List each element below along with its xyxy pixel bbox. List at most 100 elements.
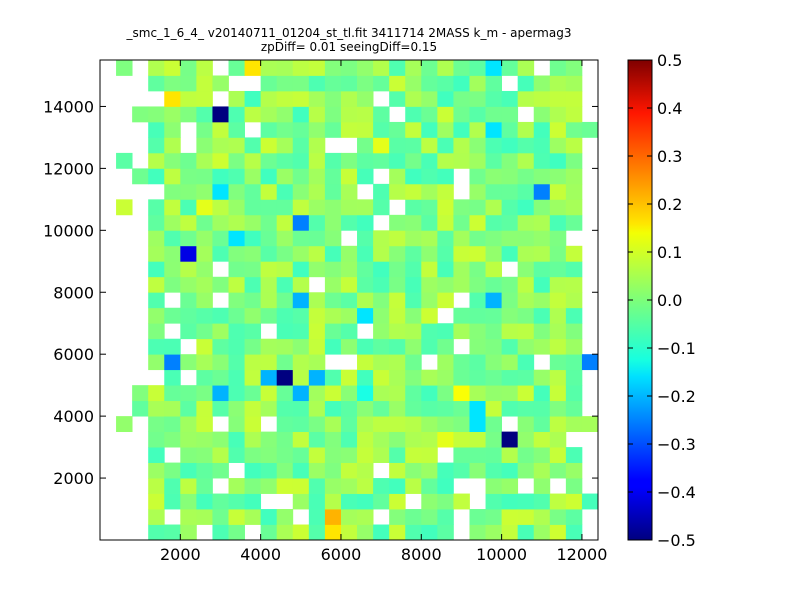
heatmap-cell — [533, 168, 551, 185]
heatmap-cell — [180, 183, 197, 200]
heatmap-cell — [533, 338, 551, 355]
heatmap-cell — [549, 493, 567, 510]
heatmap-cell — [324, 323, 342, 340]
heatmap-cell — [212, 276, 229, 293]
heatmap-cell — [196, 354, 213, 371]
heatmap-cell — [565, 354, 583, 371]
heatmap-cell — [469, 214, 486, 231]
heatmap-cell — [164, 431, 181, 448]
heatmap-cell — [324, 90, 342, 107]
heatmap-cell — [405, 323, 422, 340]
heatmap-cell — [340, 369, 358, 386]
colorbar-tick-label: 0.1 — [657, 243, 682, 262]
heatmap-cell — [244, 152, 262, 169]
heatmap-cell — [357, 447, 374, 463]
heatmap-cell — [469, 369, 486, 386]
heatmap-cell — [196, 60, 213, 76]
heatmap-cell — [421, 245, 438, 262]
heatmap-cell — [501, 307, 519, 324]
heatmap-cell — [244, 292, 262, 309]
heatmap-cell — [308, 183, 326, 200]
heatmap-cell — [405, 292, 422, 309]
heatmap-cell — [549, 509, 567, 525]
heatmap-cell — [469, 416, 486, 433]
heatmap-cell — [389, 307, 406, 324]
heatmap-cell — [517, 462, 535, 479]
heatmap-cell — [148, 261, 165, 278]
y-axis: 2000 4000 6000 8000 10000 12000 14000 — [43, 97, 598, 488]
heatmap-cell — [196, 245, 213, 262]
heatmap-cell — [340, 199, 358, 216]
heatmap-cell — [180, 447, 197, 463]
heatmap-cell — [292, 431, 310, 448]
heatmap-cell — [357, 90, 374, 107]
heatmap-cell — [276, 478, 294, 494]
heatmap-cell — [501, 493, 519, 510]
heatmap-cell — [244, 60, 262, 76]
heatmap-cell — [405, 524, 422, 541]
heatmap-cell — [164, 168, 181, 185]
heatmap-cell — [212, 106, 229, 123]
heatmap-cell — [340, 400, 358, 417]
heatmap-cell — [437, 524, 454, 541]
heatmap-cell — [228, 152, 245, 169]
heatmap-cell — [196, 307, 213, 324]
heatmap-cell — [517, 230, 535, 247]
heatmap-cell — [357, 137, 374, 154]
heatmap-cell — [308, 431, 326, 448]
heatmap-cell — [228, 90, 245, 107]
heatmap-cell — [453, 416, 470, 433]
heatmap-cell — [196, 261, 213, 278]
heatmap-cell — [292, 369, 310, 386]
heatmap-cell — [196, 199, 213, 216]
heatmap-cell — [212, 121, 229, 138]
heatmap-cell — [196, 478, 213, 494]
heatmap-cell — [357, 214, 374, 231]
heatmap-cell — [148, 245, 165, 262]
heatmap-cell — [340, 431, 358, 448]
heatmap-cell — [533, 214, 551, 231]
heatmap-cell — [292, 121, 310, 138]
heatmap-cell — [565, 261, 583, 278]
heatmap-cell — [373, 338, 390, 355]
heatmap-cell — [148, 462, 165, 479]
heatmap-cell — [164, 524, 181, 541]
heatmap-cell — [244, 478, 262, 494]
heatmap-cell — [565, 369, 583, 386]
heatmap-cell — [389, 168, 406, 185]
heatmap-cell — [485, 137, 503, 154]
heatmap-cell — [517, 431, 535, 448]
heatmap-cell — [389, 354, 406, 371]
heatmap-cell — [308, 385, 326, 402]
colorbar-tick-label: −0.2 — [657, 387, 696, 406]
heatmap-cell — [469, 524, 486, 541]
heatmap-cell — [340, 338, 358, 355]
heatmap-cell — [324, 230, 342, 247]
heatmap-cell — [228, 307, 245, 324]
heatmap-cell — [453, 493, 470, 510]
heatmap-cell — [469, 183, 486, 200]
heatmap-cell — [549, 354, 567, 371]
heatmap-cell — [132, 385, 149, 402]
heatmap-cell — [549, 400, 567, 417]
heatmap-cell — [485, 75, 503, 92]
heatmap-cell — [260, 137, 278, 154]
heatmap-cell — [276, 214, 294, 231]
y-tick-label: 2000 — [53, 469, 94, 488]
heatmap-cell — [340, 75, 358, 92]
heatmap-cell — [180, 90, 197, 107]
heatmap-cell — [148, 276, 165, 293]
heatmap-cell — [324, 416, 342, 433]
heatmap-cell — [373, 75, 390, 92]
colorbar-tick-label: −0.5 — [657, 531, 696, 550]
heatmap-cell — [501, 509, 519, 525]
heatmap-cell — [453, 323, 470, 340]
heatmap-cell — [421, 276, 438, 293]
heatmap-cell — [308, 447, 326, 463]
heatmap-cell — [228, 478, 245, 494]
heatmap-cell — [340, 307, 358, 324]
plot-frame — [99, 59, 599, 541]
heatmap-cell — [373, 478, 390, 494]
heatmap-cell — [357, 261, 374, 278]
